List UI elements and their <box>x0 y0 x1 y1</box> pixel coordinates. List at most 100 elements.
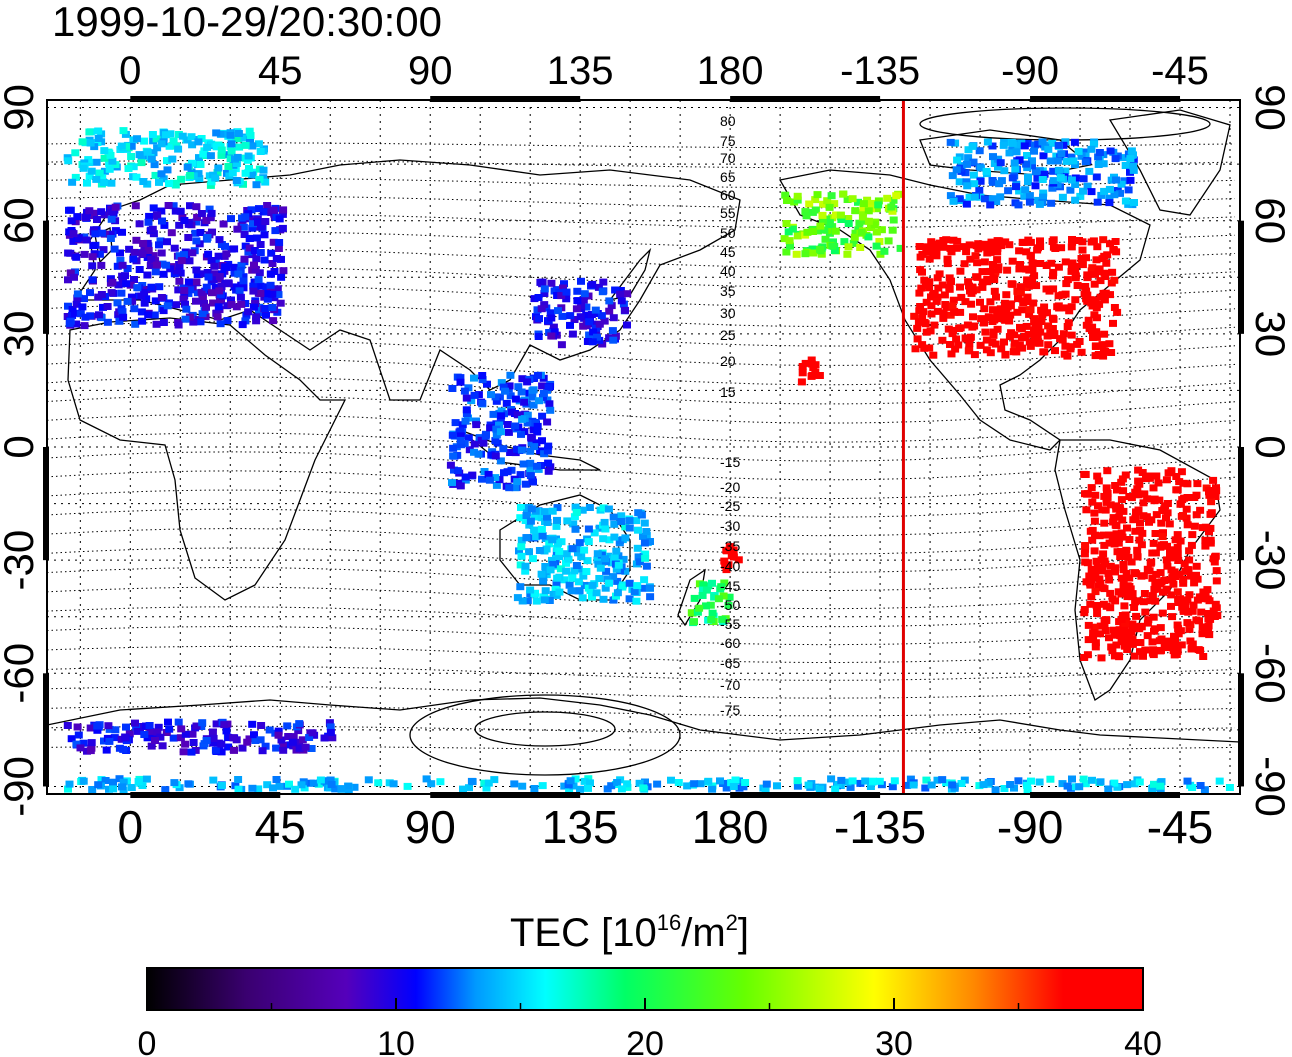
contour-line <box>47 725 1236 734</box>
tec-cell <box>261 178 270 186</box>
tec-cell <box>231 263 239 271</box>
tec-cell <box>1095 532 1104 540</box>
tec-cell <box>1123 589 1132 597</box>
tec-cell <box>1067 267 1076 275</box>
tec-cell <box>785 237 794 245</box>
tec-cell <box>975 782 984 790</box>
tec-cell <box>518 375 527 383</box>
tec-cell <box>720 579 729 587</box>
tec-cell <box>584 784 592 792</box>
tec-cell <box>793 196 802 204</box>
contour-line <box>47 357 1236 386</box>
tec-cell <box>272 744 281 752</box>
tec-cell <box>275 782 284 790</box>
tec-cell <box>930 321 939 329</box>
tec-cell <box>1168 613 1177 621</box>
tec-cell <box>1176 595 1184 603</box>
tec-cell <box>197 288 206 296</box>
tec-cell <box>403 782 412 790</box>
tec-cell <box>1106 604 1115 612</box>
tec-cell <box>326 776 335 784</box>
tec-cell <box>889 216 898 224</box>
tec-cell <box>495 393 504 401</box>
tec-cell <box>1046 157 1055 165</box>
contour-label: -60 <box>720 635 740 651</box>
tec-cell <box>1029 299 1038 307</box>
tec-cell <box>562 295 571 303</box>
tec-cell <box>1103 489 1112 497</box>
tec-cell <box>272 776 281 783</box>
tec-cell <box>461 417 470 425</box>
tec-cell <box>571 525 580 533</box>
frame-bar <box>730 792 881 798</box>
tec-cell <box>837 776 846 784</box>
tec-cell <box>595 575 604 582</box>
tec-cell <box>105 725 114 733</box>
tec-cell <box>1030 272 1039 280</box>
tec-cell <box>1094 153 1103 161</box>
tec-cell <box>192 278 201 286</box>
tec-cell <box>114 281 123 289</box>
tec-cell <box>184 234 193 241</box>
tec-cell <box>1059 330 1068 338</box>
tec-cell <box>497 412 506 420</box>
tec-cell <box>1025 306 1034 314</box>
tec-cell <box>911 345 920 353</box>
tec-cell <box>889 196 898 204</box>
tec-cell <box>554 539 562 547</box>
tec-cell <box>72 320 81 328</box>
tec-cell <box>986 314 995 322</box>
tec-cell <box>1098 567 1107 575</box>
tec-cell <box>204 250 213 258</box>
tec-cell <box>235 143 244 151</box>
tec-cell <box>65 780 74 788</box>
tec-cell <box>1093 603 1101 611</box>
tec-cell <box>1026 342 1035 350</box>
tec-cell <box>906 775 915 783</box>
tec-cell <box>914 318 923 326</box>
tec-cell <box>207 209 216 217</box>
tec-cell <box>570 513 579 521</box>
colorbar-title-sup1: 16 <box>657 910 681 935</box>
tec-cell <box>1102 498 1111 506</box>
tec-cell <box>236 266 245 274</box>
tec-cell <box>490 776 499 784</box>
tec-cell <box>598 288 607 296</box>
tec-cell <box>525 521 534 529</box>
tec-cell <box>495 476 504 483</box>
tec-cell <box>939 237 948 244</box>
tec-cell <box>538 437 546 445</box>
tec-cell <box>540 596 549 604</box>
tec-cell <box>1019 238 1028 246</box>
tec-cell <box>533 306 542 314</box>
tec-cell <box>724 601 733 609</box>
tec-cell <box>1198 630 1207 638</box>
tec-cell <box>943 255 952 263</box>
tec-cell <box>1151 597 1160 605</box>
tec-cell <box>465 446 474 454</box>
tec-cell <box>487 451 496 459</box>
tec-cell <box>996 193 1005 201</box>
tec-cell <box>138 317 147 325</box>
tec-cell <box>1129 516 1138 524</box>
tec-cell <box>1099 531 1108 539</box>
tec-cell <box>1162 476 1171 484</box>
tec-cell <box>140 299 149 307</box>
tec-cell <box>273 285 282 293</box>
contour-label: 70 <box>720 150 736 166</box>
tec-cell <box>866 783 875 790</box>
tec-cell <box>604 505 613 513</box>
tec-cell <box>1049 167 1058 175</box>
tec-cell <box>87 167 96 175</box>
tec-cell <box>957 780 966 787</box>
tec-cell <box>813 191 822 199</box>
tec-cell <box>138 782 147 789</box>
tec-cell <box>1117 180 1126 188</box>
tec-cell <box>572 305 581 313</box>
tec-cell <box>521 567 530 575</box>
tec-cell <box>202 283 211 291</box>
tec-cell <box>456 378 465 386</box>
tec-cell <box>110 245 119 253</box>
tec-cell <box>1003 266 1012 274</box>
